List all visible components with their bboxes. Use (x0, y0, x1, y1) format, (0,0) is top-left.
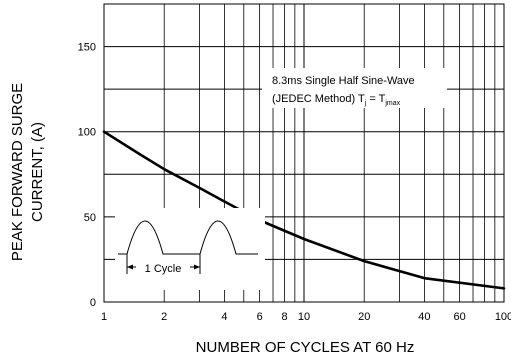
x-tick-label: 6 (257, 311, 263, 323)
annotation-line1: 8.3ms Single Half Sine-Wave (272, 75, 415, 87)
y-tick-label: 0 (90, 297, 96, 309)
x-tick-label: 60 (454, 311, 466, 323)
half-sine-waveform (118, 220, 258, 255)
cycle-arrow-right (194, 264, 200, 270)
cycle-label: 1 Cycle (145, 263, 182, 275)
annotation-sub-jmax: jmax (384, 100, 400, 107)
y-axis-title-line2: CURRENT, (A) (29, 122, 46, 222)
annotation-sub-j: j (364, 100, 367, 107)
x-tick-label: 1 (101, 311, 107, 323)
x-tick-label: 4 (221, 311, 227, 323)
y-axis-title-line1: PEAK FORWARD SURGE (9, 83, 26, 261)
half-sine-inset: 1 Cycle (115, 208, 265, 290)
plot-frame (103, 3, 505, 303)
x-tick-label: 40 (418, 311, 430, 323)
annotation-box: 8.3ms Single Half Sine-Wave (JEDEC Metho… (262, 68, 447, 108)
y-tick-label: 100 (78, 127, 96, 139)
cycle-label-background (136, 262, 190, 275)
annotation-line2: (JEDEC Method) Tj = Tjmax (272, 93, 401, 107)
cycle-arrow-left (127, 264, 133, 270)
x-tick-label: 100 (495, 311, 511, 323)
x-axis-title: NUMBER OF CYCLES AT 60 Hz (196, 339, 415, 356)
inset-background (115, 208, 265, 290)
annotation-line2-mid: = T (366, 93, 385, 105)
minor-gridlines (163, 4, 496, 302)
y-tick-label: 50 (84, 212, 96, 224)
annotation-line2-main: (JEDEC Method) T (272, 93, 365, 105)
x-tick-label: 8 (282, 311, 288, 323)
x-tick-labels: 1 2 4 6 8 10 20 40 60 100 (101, 311, 511, 323)
x-tick-label: 20 (358, 311, 370, 323)
y-tick-label: 150 (78, 42, 96, 54)
y-tick-labels: 0 50 100 150 (78, 42, 96, 309)
annotation-background (262, 68, 447, 108)
x-tick-label: 10 (298, 311, 310, 323)
x-tick-label: 2 (161, 311, 167, 323)
